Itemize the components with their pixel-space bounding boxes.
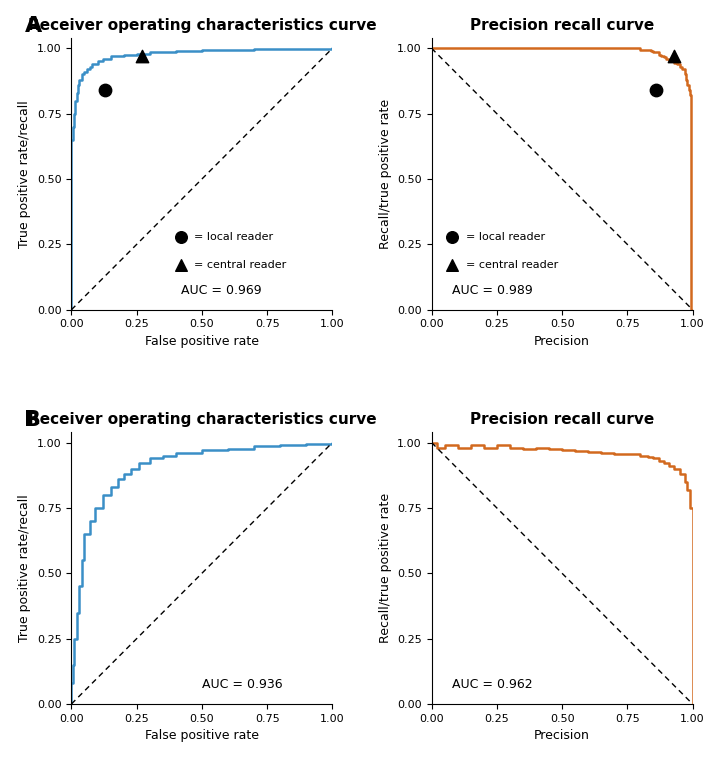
Text: B: B [24,410,41,431]
Y-axis label: True positive rate/recall: True positive rate/recall [19,100,31,248]
Text: = local reader: = local reader [194,232,273,241]
Point [136,50,148,62]
Title: Precision recall curve: Precision recall curve [470,412,654,427]
Text: A: A [24,16,41,36]
Point [176,230,187,242]
Title: Receiver operating characteristics curve: Receiver operating characteristics curve [28,17,376,33]
Text: AUC = 0.989: AUC = 0.989 [453,284,533,297]
Point [447,230,458,242]
Title: Receiver operating characteristics curve: Receiver operating characteristics curve [28,412,376,427]
X-axis label: False positive rate: False positive rate [145,729,259,743]
Y-axis label: True positive rate/recall: True positive rate/recall [19,494,31,642]
Text: AUC = 0.936: AUC = 0.936 [202,678,283,691]
Y-axis label: Recall/true positive rate: Recall/true positive rate [378,98,391,249]
Point [100,84,111,96]
Point [447,259,458,271]
Text: AUC = 0.969: AUC = 0.969 [181,284,261,297]
Point [668,50,680,62]
X-axis label: Precision: Precision [534,335,590,348]
Text: = central reader: = central reader [194,260,286,270]
Y-axis label: Recall/true positive rate: Recall/true positive rate [378,493,391,643]
Point [650,84,662,96]
Text: AUC = 0.962: AUC = 0.962 [453,678,533,691]
Title: Precision recall curve: Precision recall curve [470,17,654,33]
Text: = local reader: = local reader [466,232,545,241]
Text: = central reader: = central reader [466,260,558,270]
X-axis label: False positive rate: False positive rate [145,335,259,348]
X-axis label: Precision: Precision [534,729,590,743]
Point [176,259,187,271]
